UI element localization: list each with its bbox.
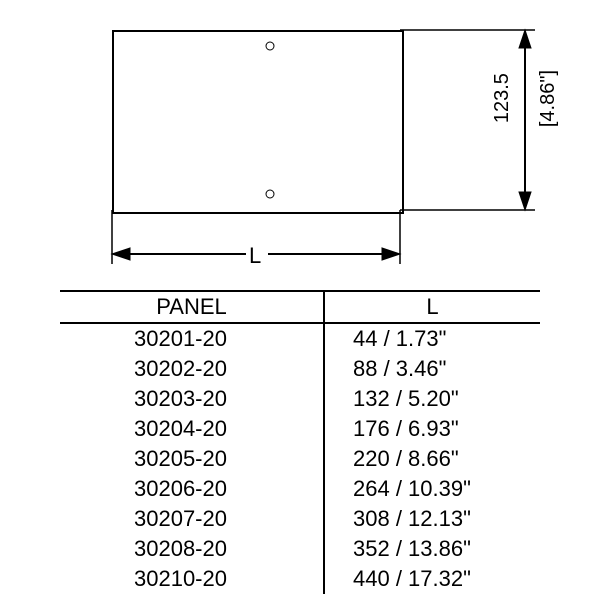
table-row: 30202-20 88 / 3.46" (60, 354, 540, 384)
panel-diagram: 123.5 [4.86"] L (0, 0, 600, 290)
table-header-row: PANEL L (60, 291, 540, 323)
table-row: 30208-20352 / 13.86" (60, 534, 540, 564)
length-dimension: L (249, 243, 261, 269)
table-body: 30201-20 44 / 1.73" 30202-20 88 / 3.46" … (60, 323, 540, 594)
height-in: [4.86"] (537, 70, 559, 127)
table-row: 30203-20132 / 5.20" (60, 384, 540, 414)
table-row: 30206-20264 / 10.39" (60, 474, 540, 504)
col-header-panel: PANEL (60, 291, 324, 323)
height-dimension: 123.5 [4.86"] (468, 70, 583, 149)
panel-table: PANEL L 30201-20 44 / 1.73" 30202-20 88 … (60, 290, 540, 594)
table-row: 30207-20308 / 12.13" (60, 504, 540, 534)
height-mm: 123.5 (491, 74, 513, 124)
table-row: 30210-20440 / 17.32" (60, 564, 540, 594)
table-row: 30201-20 44 / 1.73" (60, 323, 540, 354)
table-row: 30204-20176 / 6.93" (60, 414, 540, 444)
col-header-L: L (324, 291, 540, 323)
table-row: 30205-20220 / 8.66" (60, 444, 540, 474)
